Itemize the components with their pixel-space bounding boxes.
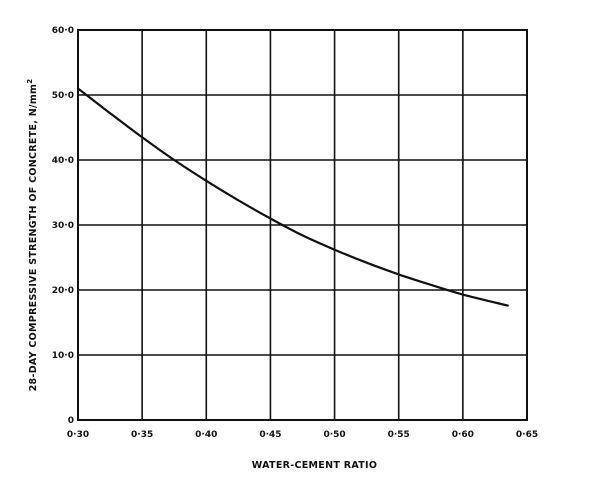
y-axis-title: 28-DAY COMPRESSIVE STRENGTH OF CONCRETE,… (26, 79, 39, 392)
y-axis-tick-labels: 0 10·0 20·0 30·0 40·0 50·0 60·0 (52, 26, 74, 426)
x-tick-label: 0·50 (323, 430, 345, 440)
y-tick-label: 10·0 (52, 351, 74, 361)
y-tick-label: 20·0 (52, 286, 74, 296)
plot-area-frame (77, 29, 528, 421)
x-tick-label: 0·45 (259, 430, 281, 440)
y-axis-title-superscript: 2 (26, 79, 34, 84)
y-tick-label: 50·0 (52, 91, 74, 101)
x-tick-label: 0·60 (452, 430, 474, 440)
y-axis-title-text: 28-DAY COMPRESSIVE STRENGTH OF CONCRETE,… (28, 84, 39, 392)
y-tick-label: 0 (68, 416, 74, 426)
series-layer (76, 87, 509, 307)
grid-lines (77, 29, 528, 421)
y-tick-label: 60·0 (52, 26, 74, 36)
x-tick-label: 0·35 (131, 430, 153, 440)
x-axis-tick-labels: 0·30 0·35 0·40 0·45 0·50 0·55 0·60 0·65 (67, 430, 538, 440)
y-tick-label: 40·0 (52, 156, 74, 166)
x-tick-label: 0·55 (388, 430, 410, 440)
strength-curve-line (76, 87, 509, 307)
x-axis-title: WATER-CEMENT RATIO (252, 460, 377, 471)
x-tick-label: 0·65 (516, 430, 538, 440)
x-tick-label: 0·40 (195, 430, 217, 440)
y-tick-label: 30·0 (52, 221, 74, 231)
x-tick-label: 0·30 (67, 430, 89, 440)
